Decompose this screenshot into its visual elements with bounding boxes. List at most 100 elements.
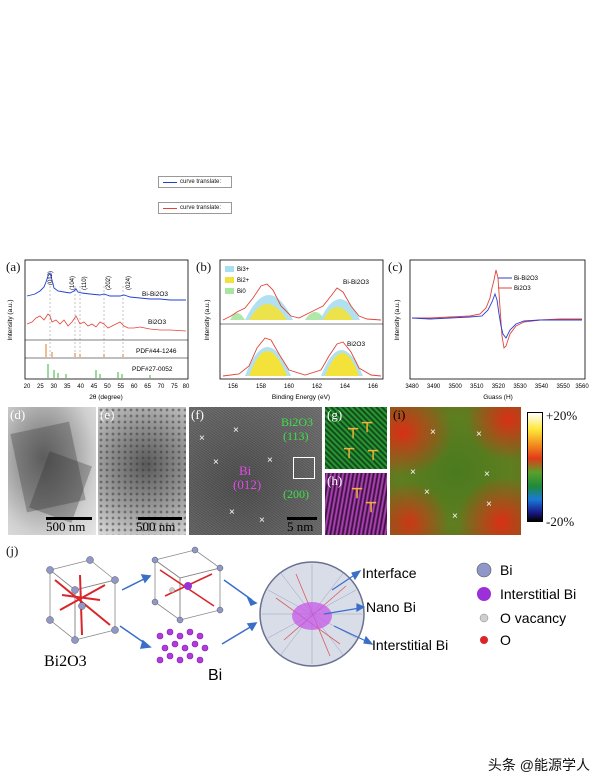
x-marker: × — [452, 511, 458, 522]
colorbar-top-label: +20% — [546, 408, 578, 423]
bi-atom — [151, 598, 159, 606]
bi-metal-atom — [176, 656, 184, 664]
bi-metal-atom — [166, 652, 174, 660]
xps-xtick: 166 — [368, 384, 379, 390]
arrow-head — [139, 639, 152, 649]
bi-atom — [176, 616, 184, 624]
callout-interface — [331, 573, 357, 591]
xrd-xtick: 25 — [37, 384, 44, 390]
legend-o-vacancy-label: O vacancy — [500, 610, 566, 626]
legend-label: curve translate: — [180, 205, 222, 211]
epr-xtick: 3480 — [405, 384, 419, 390]
bi-metal-atom — [181, 644, 189, 652]
xps-top-bi2-peak-2 — [323, 307, 353, 320]
arrow-to-bi — [119, 625, 147, 645]
legend-interstitial-bi-marker — [477, 587, 491, 601]
texture-overlay — [189, 407, 322, 535]
xps-legend-bi3-swatch — [225, 266, 234, 272]
fft-image-g: (g) ⊤ ⊤ ⊤ ⊤ — [325, 407, 387, 469]
epr-ylabel: Intensity (a.u.) — [394, 299, 401, 340]
scale-bar-f — [287, 517, 317, 520]
watermark: 头条 @能源学人 — [487, 757, 590, 773]
bi2o3-plane-label-2: (200) — [283, 487, 309, 501]
hrtem-image-f: (f) Bi (012) Bi2O3 (113) (200) × × × × ×… — [189, 407, 322, 535]
bi-metal-atom — [166, 628, 174, 636]
bi-metal-cluster — [156, 628, 209, 664]
unit-cell — [179, 567, 221, 621]
xrd-xtick: 70 — [158, 384, 165, 390]
xrd-ylabel: Intensity (a.u.) — [7, 299, 14, 340]
bi-metal-atom — [191, 640, 199, 648]
arrow-head — [356, 603, 366, 613]
x-marker: × — [199, 433, 205, 444]
xps-bottom-bi2-peak-1 — [249, 351, 287, 376]
blue-line-swatch — [163, 181, 177, 183]
legend-interstitial-bi-label: Interstitial Bi — [500, 586, 576, 602]
xrd-xtick: 75 — [171, 384, 178, 390]
x-marker: × — [233, 425, 239, 436]
callout-nano-bi — [323, 607, 361, 615]
x-marker: × — [424, 487, 430, 498]
dislocation-marker: ⊤ — [351, 485, 364, 501]
strain-map-i: (i) × × × × × × × — [390, 407, 521, 535]
colorbar-bottom-label: -20% — [546, 514, 575, 529]
bi-atom — [71, 586, 79, 594]
epr-legend-bibi2o3: Bi-Bi2O3 — [514, 276, 539, 282]
bond — [61, 594, 101, 601]
xrd-peak-110: (110) — [82, 276, 88, 290]
legend-o-marker — [480, 636, 488, 644]
legend-bi-label: Bi — [500, 562, 512, 578]
schematic-diagram: Bi2O3 — [44, 546, 576, 684]
xps-bottom-envelope — [222, 337, 382, 377]
epr-xtick: 3490 — [427, 384, 441, 390]
scale-bar-d — [46, 517, 92, 520]
particle-overlay — [98, 407, 186, 535]
xps-legend-bi2: Bi2+ — [237, 278, 250, 284]
xrd-peak-202: (202) — [106, 276, 112, 290]
epr-chart: Intensity (a.u.) Bi-Bi2O3 Bi2O3 3480 349… — [394, 259, 589, 401]
bi2o3-label: Bi2O3 — [281, 415, 314, 429]
callout-interstitial-bi-label: Interstitial Bi — [372, 637, 448, 653]
epr-xtick: 3520 — [492, 384, 506, 390]
x-marker: × — [259, 515, 265, 526]
x-marker: × — [267, 455, 273, 466]
xrd-xtick: 55 — [117, 384, 124, 390]
bi-schematic-label: Bi — [208, 667, 222, 684]
tem-image-e: (e) 500 nm — [98, 407, 186, 535]
dislocation-marker: ⊤ — [367, 447, 380, 463]
epr-legend-bi2o3: Bi2O3 — [514, 286, 531, 292]
xps-label-bi-bi2o3: Bi-Bi2O3 — [343, 279, 369, 286]
xps-chart: Intensity (a.u.) Bi3+ Bi2+ Bi0 Bi-Bi2O3 … — [204, 259, 384, 401]
xps-legend-bi0: Bi0 — [237, 289, 246, 295]
xrd-curve-bi2o3 — [26, 313, 187, 332]
panel-letter-b: (b) — [196, 259, 212, 274]
panel-letter-h: (h) — [327, 473, 343, 488]
bi-atom — [111, 576, 119, 584]
dislocation-marker: ⊤ — [343, 445, 356, 461]
x-marker: × — [229, 507, 235, 518]
legend-curve-translate-red: curve translate: — [158, 202, 232, 214]
bi-atom — [46, 616, 54, 624]
legend-o-vacancy-marker — [479, 613, 489, 623]
xrd-curve-bi-bi2o3 — [26, 271, 186, 301]
xps-xlabel: Binding Energy (eV) — [272, 394, 330, 401]
bi2o3-schematic-label: Bi2O3 — [44, 653, 87, 670]
xrd-label-bi-bi2o3: Bi-Bi2O3 — [142, 291, 168, 298]
bi-metal-atom — [171, 640, 179, 648]
callout-interstitial-bi — [333, 625, 369, 643]
bi-metal-atom — [156, 632, 164, 640]
xps-bottom-bi2-peak-2 — [325, 353, 359, 376]
epr-curve-bi2o3 — [412, 269, 582, 349]
panel-letter-a: (a) — [6, 259, 21, 274]
callout-lines — [323, 570, 374, 645]
xrd-xtick: 45 — [91, 384, 98, 390]
legend-label: curve translate: — [180, 179, 222, 185]
epr-curve-bibi2o3 — [411, 292, 582, 339]
epr-xtick: 3530 — [513, 384, 527, 390]
arrows — [119, 574, 258, 649]
panel-letter-i: (i) — [393, 407, 406, 422]
panel-letter-e: (e) — [100, 407, 115, 422]
bi-atom — [216, 606, 224, 614]
bi-metal-atom — [186, 628, 194, 636]
xps-xtick: 158 — [256, 384, 267, 390]
